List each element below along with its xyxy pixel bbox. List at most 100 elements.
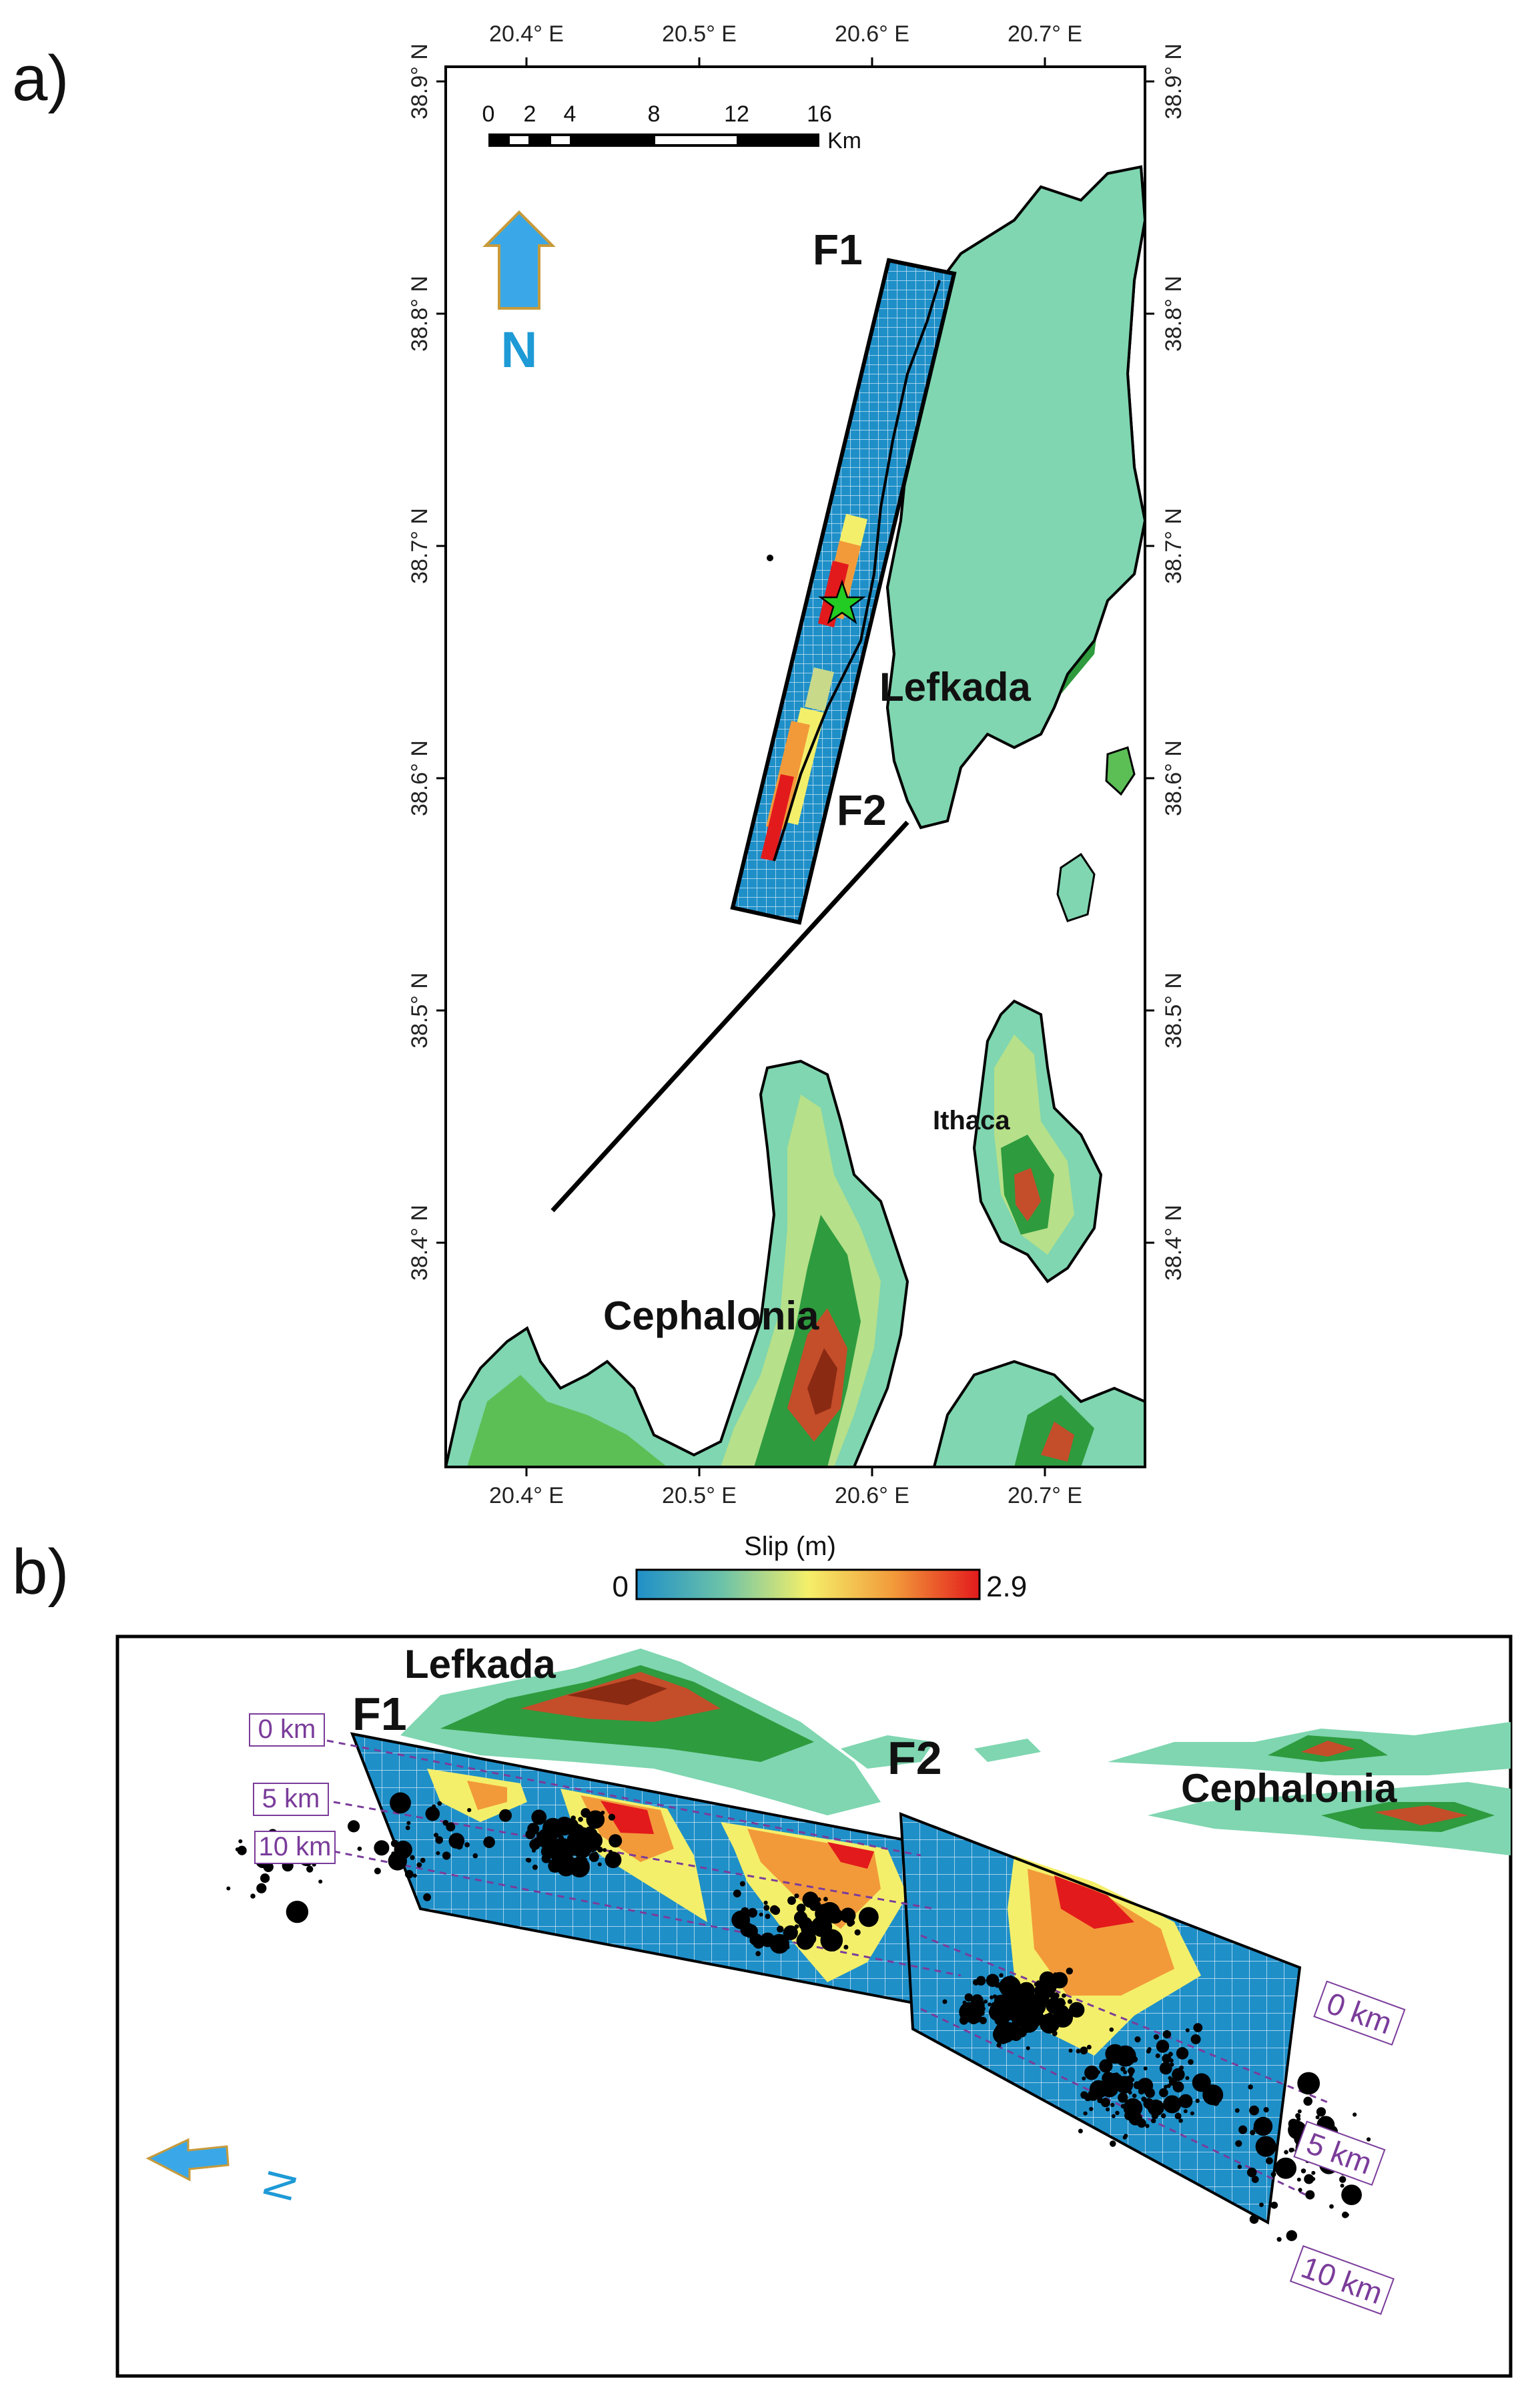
hypocenter-dot <box>1260 2120 1269 2128</box>
hypocenter-dot <box>1084 2094 1092 2102</box>
hypocenter-dot <box>374 1840 390 1856</box>
hypocenter-dot <box>1089 2080 1108 2099</box>
hypocenter-dot <box>1234 2108 1240 2113</box>
hypocenter-dot <box>1151 2118 1156 2124</box>
scale-bar-value: 4 <box>564 101 576 127</box>
colorbar-bar <box>635 1568 981 1600</box>
hypocenter-dot <box>1272 2145 1277 2150</box>
hypocenter-dot <box>573 1847 582 1857</box>
hypocenter-dot <box>942 1999 947 2004</box>
hypocenter-dot <box>608 1813 616 1821</box>
lon-tick-top: 20.7° E <box>1008 21 1082 47</box>
lat-tick-right: 38.4° N <box>1161 1205 1186 1281</box>
lon-tick-bottom: 20.6° E <box>835 1483 909 1508</box>
hypocenter-dot <box>787 1896 796 1905</box>
hypocenter-dot <box>1123 2070 1128 2074</box>
hypocenter-dot <box>1290 2148 1295 2152</box>
hypocenter-dot <box>1246 2167 1257 2178</box>
hypocenter-dot <box>1163 2095 1182 2114</box>
hypocenter-dot <box>1039 2013 1060 2034</box>
hypocenter-dot <box>545 1841 553 1850</box>
hypocenter-dot <box>1159 2062 1172 2075</box>
hypocenter-dot <box>1115 2076 1134 2094</box>
hypocenter-dot <box>1284 2150 1288 2154</box>
hypocenter-dot <box>1329 2204 1334 2209</box>
lat-tick-left: 38.4° N <box>407 1205 432 1281</box>
fault-plane-f2-3d <box>899 1812 1302 2225</box>
hypocenter-dot <box>531 1809 547 1825</box>
hypocenter-dot <box>1147 2099 1164 2116</box>
hypocenter-dot <box>529 1839 540 1850</box>
depth-label-10km-left: 10 km <box>259 1832 332 1861</box>
hypocenter-dot <box>1144 2088 1155 2098</box>
lat-tick-left: 38.9° N <box>407 43 432 119</box>
hypocenter-dot <box>1161 2113 1166 2118</box>
hypocenters <box>226 1792 1371 2242</box>
lefkada-terrain-3d <box>400 1649 1041 1815</box>
hypocenter-dot <box>464 1842 470 1848</box>
hypocenter-dot <box>1039 1971 1056 1988</box>
hypocenter-dot <box>1261 2141 1266 2146</box>
hypocenter-dot <box>785 1945 790 1950</box>
hypocenter-dot <box>603 1848 607 1852</box>
hypocenter-dot <box>747 1907 758 1918</box>
place-label-ithaca: Ithaca <box>933 1106 1010 1135</box>
hypocenter-dot <box>1251 2176 1259 2183</box>
hypocenter-dot <box>849 1919 855 1925</box>
hypocenter-dot <box>739 1881 745 1887</box>
hypocenter-dot <box>1052 2030 1058 2036</box>
hypocenter-dot <box>984 2000 988 2004</box>
hypocenter-dot <box>566 1829 571 1834</box>
hypocenter-dot <box>1143 2066 1148 2071</box>
scale-bar-value: 12 <box>724 101 749 127</box>
hypocenter-dot <box>442 1851 451 1860</box>
hypocenter-dot <box>357 1846 362 1851</box>
hypocenter-dot <box>420 1857 426 1863</box>
hypocenter-dot <box>348 1820 360 1833</box>
hypocenter-dot <box>1276 2236 1282 2242</box>
hypocenter-dot <box>1188 2059 1194 2065</box>
hypocenter-dot <box>1001 2022 1016 2037</box>
hypocenter-dot <box>238 1839 243 1843</box>
hypocenter-dot <box>1300 2168 1306 2174</box>
hypocenter-dot <box>226 1886 231 1891</box>
hypocenter-dot <box>556 1824 562 1831</box>
hypocenter-dot <box>1114 2051 1119 2056</box>
hypocenter-dot <box>1086 2044 1092 2050</box>
map-frame <box>444 65 1146 1468</box>
hypocenter-dot <box>1127 2067 1135 2075</box>
lefkada-island <box>885 165 1145 830</box>
hypocenter-dot <box>820 1929 843 1952</box>
hypocenter-dot <box>580 1831 593 1843</box>
hypocenter-dot <box>434 1833 438 1838</box>
hypocenter-dot <box>559 1851 572 1864</box>
hypocenter-dot <box>1080 2046 1088 2055</box>
hypocenter-dot <box>237 1845 247 1855</box>
north-arrow-icon: N <box>482 210 556 378</box>
cephalonia-terrain-3d <box>1108 1722 1511 1855</box>
hypocenter-dot <box>374 1867 381 1875</box>
depth-label-box <box>1313 1980 1406 2046</box>
hypocenter-dot <box>1275 2157 1296 2179</box>
hypocenter-dot <box>592 1853 599 1861</box>
lon-tick-top: 20.6° E <box>835 21 909 47</box>
hypocenter-dot <box>499 1809 512 1822</box>
hypocenter-dot <box>1249 2105 1259 2116</box>
hypocenter-dot <box>525 1857 530 1862</box>
hypocenter-dot <box>1122 2135 1127 2140</box>
panel-b-label: b) <box>12 1536 69 1608</box>
hypocenter-dot <box>552 1859 562 1869</box>
panel-a-label: a) <box>12 43 69 114</box>
hypocenter-dot <box>1303 2096 1312 2106</box>
hypocenter-dot <box>979 2016 987 2024</box>
lat-tick-right: 38.8° N <box>1161 276 1186 352</box>
hypocenter-dot <box>1153 2034 1159 2040</box>
hypocenter-dot <box>1270 2172 1276 2177</box>
hypocenter-dot <box>1176 2098 1182 2103</box>
hypocenter-dot <box>1311 2170 1316 2175</box>
hypocenter-dot <box>1367 2137 1371 2142</box>
ithaca-island <box>972 999 1103 1283</box>
hypocenter-dot <box>1192 2073 1211 2092</box>
islet <box>1056 852 1096 922</box>
hypocenter-dot <box>741 1907 749 1916</box>
